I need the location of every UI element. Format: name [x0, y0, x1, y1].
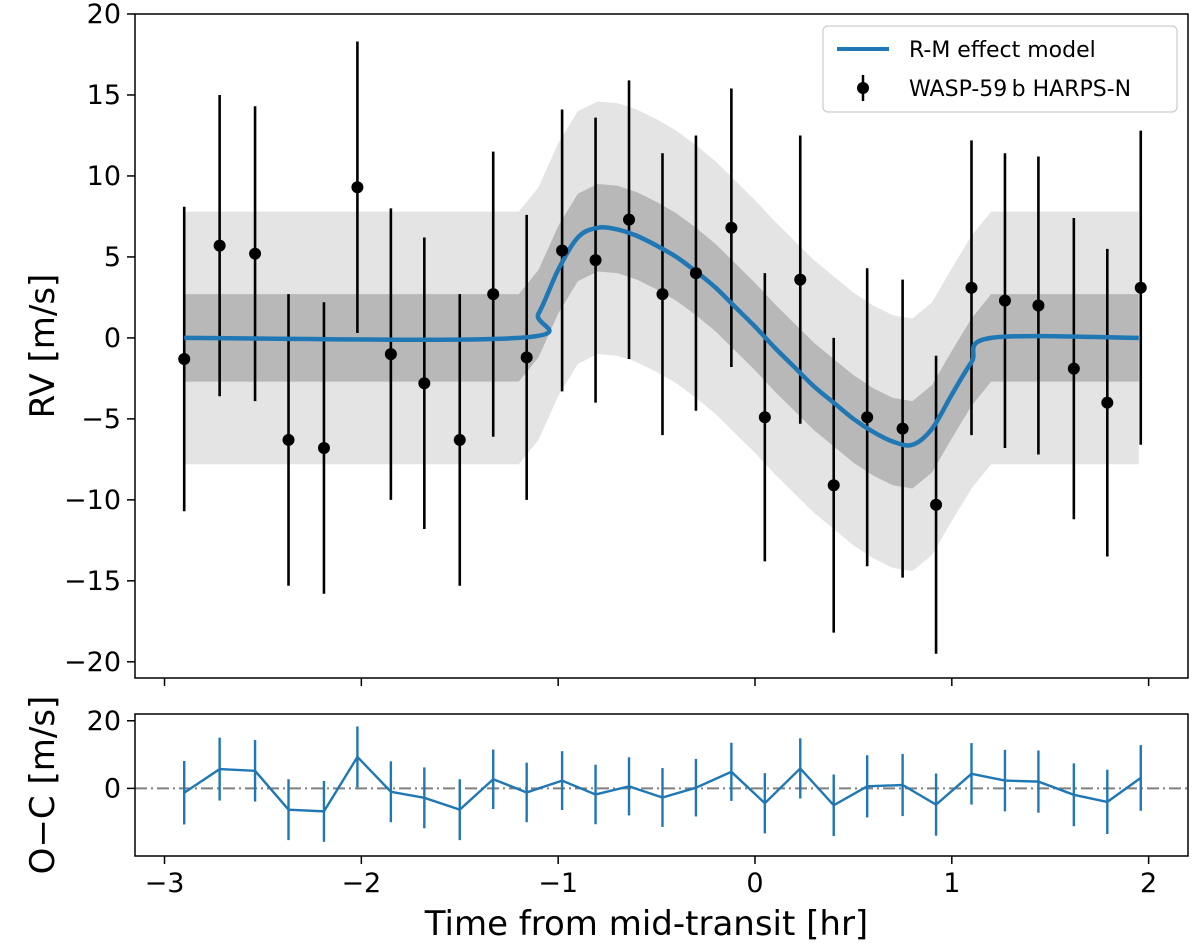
rm-model-line	[184, 225, 1139, 448]
residual-y-tick-label: 0	[104, 773, 121, 804]
main-ticks	[127, 13, 1150, 686]
x-tick-label: −1	[538, 868, 578, 899]
rv-point	[1067, 362, 1080, 375]
x-tick-label: −3	[145, 868, 185, 899]
rv-point	[487, 288, 500, 301]
rv-point	[965, 281, 978, 294]
rv-point	[861, 411, 874, 424]
main-panel: 20 15 10 5 0 −5 −10 −15 −20 RV [m/s] R-M effect …	[23, 0, 1189, 686]
rv-points	[178, 181, 1147, 511]
residual-series-line	[183, 754, 1142, 813]
inner-confidence-band	[184, 184, 1139, 489]
rv-point	[213, 239, 226, 252]
rv-point	[589, 254, 602, 267]
rv-point	[351, 181, 364, 194]
x-tick-label: −2	[341, 868, 381, 899]
rv-point	[827, 479, 840, 492]
main-y-tick-label: −5	[81, 404, 121, 435]
rv-point	[725, 221, 738, 234]
residual-y-tick-labels: 20 0	[87, 706, 121, 805]
rv-point	[794, 273, 807, 286]
legend-box	[822, 25, 1178, 113]
rv-point	[896, 422, 909, 435]
legend: R-M effect model WASP-59 b HARPS-N	[822, 25, 1178, 113]
main-y-tick-label: −10	[64, 485, 121, 516]
x-tick-label: 1	[943, 868, 960, 899]
rm-model-curve	[184, 225, 1139, 448]
rv-point	[1101, 396, 1114, 409]
x-tick-label: 0	[746, 868, 763, 899]
main-plot-frame	[134, 13, 1189, 679]
rv-point	[384, 348, 397, 361]
rv-point	[520, 351, 533, 364]
rv-point	[998, 294, 1011, 307]
x-axis-label: Time from mid-transit [hr]	[424, 904, 868, 944]
residual-panel: 20 0 −3 −2 −1 0 1 2 O−C [m/s] Time from mid-tr…	[23, 696, 1189, 944]
x-tick-labels: −3 −2 −1 0 1 2	[145, 868, 1158, 899]
main-y-tick-label: 10	[87, 161, 121, 192]
main-y-tick-label: −15	[64, 566, 121, 597]
residual-plot-frame	[134, 713, 1189, 857]
rv-errorbars	[182, 41, 1143, 654]
rv-point	[282, 433, 295, 446]
legend-data-label: WASP-59 b HARPS-N	[909, 77, 1131, 102]
legend-data-marker-swatch	[857, 82, 869, 94]
rv-point	[930, 498, 943, 511]
main-y-tick-labels: 20 15 10 5 0 −5 −10 −15 −20	[64, 0, 121, 678]
rv-point	[1134, 281, 1147, 294]
residual-y-axis-label: O−C [m/s]	[23, 696, 63, 875]
rv-point	[178, 352, 191, 365]
rv-point	[758, 411, 771, 424]
rv-point	[418, 377, 431, 390]
residual-line	[183, 754, 1142, 813]
residual-ticks	[127, 720, 1150, 864]
rv-point	[317, 442, 330, 455]
main-y-tick-label: 15	[87, 80, 121, 111]
x-tick-label: 2	[1140, 868, 1157, 899]
rv-point	[453, 433, 466, 446]
main-y-tick-label: 0	[104, 323, 121, 354]
rv-point	[556, 244, 569, 257]
main-y-tick-label: 20	[87, 0, 121, 30]
rv-point	[623, 213, 636, 226]
rv-point	[656, 288, 669, 301]
main-y-tick-label: 5	[104, 242, 121, 273]
legend-model-label: R-M effect model	[909, 38, 1096, 63]
rv-point	[689, 267, 702, 280]
residual-errorbars	[183, 726, 1142, 842]
rv-point	[1032, 299, 1045, 312]
main-y-tick-label: −20	[64, 647, 121, 678]
residual-y-tick-label: 20	[87, 706, 121, 737]
main-y-axis-label: RV [m/s]	[23, 274, 63, 419]
rv-point	[249, 247, 262, 260]
